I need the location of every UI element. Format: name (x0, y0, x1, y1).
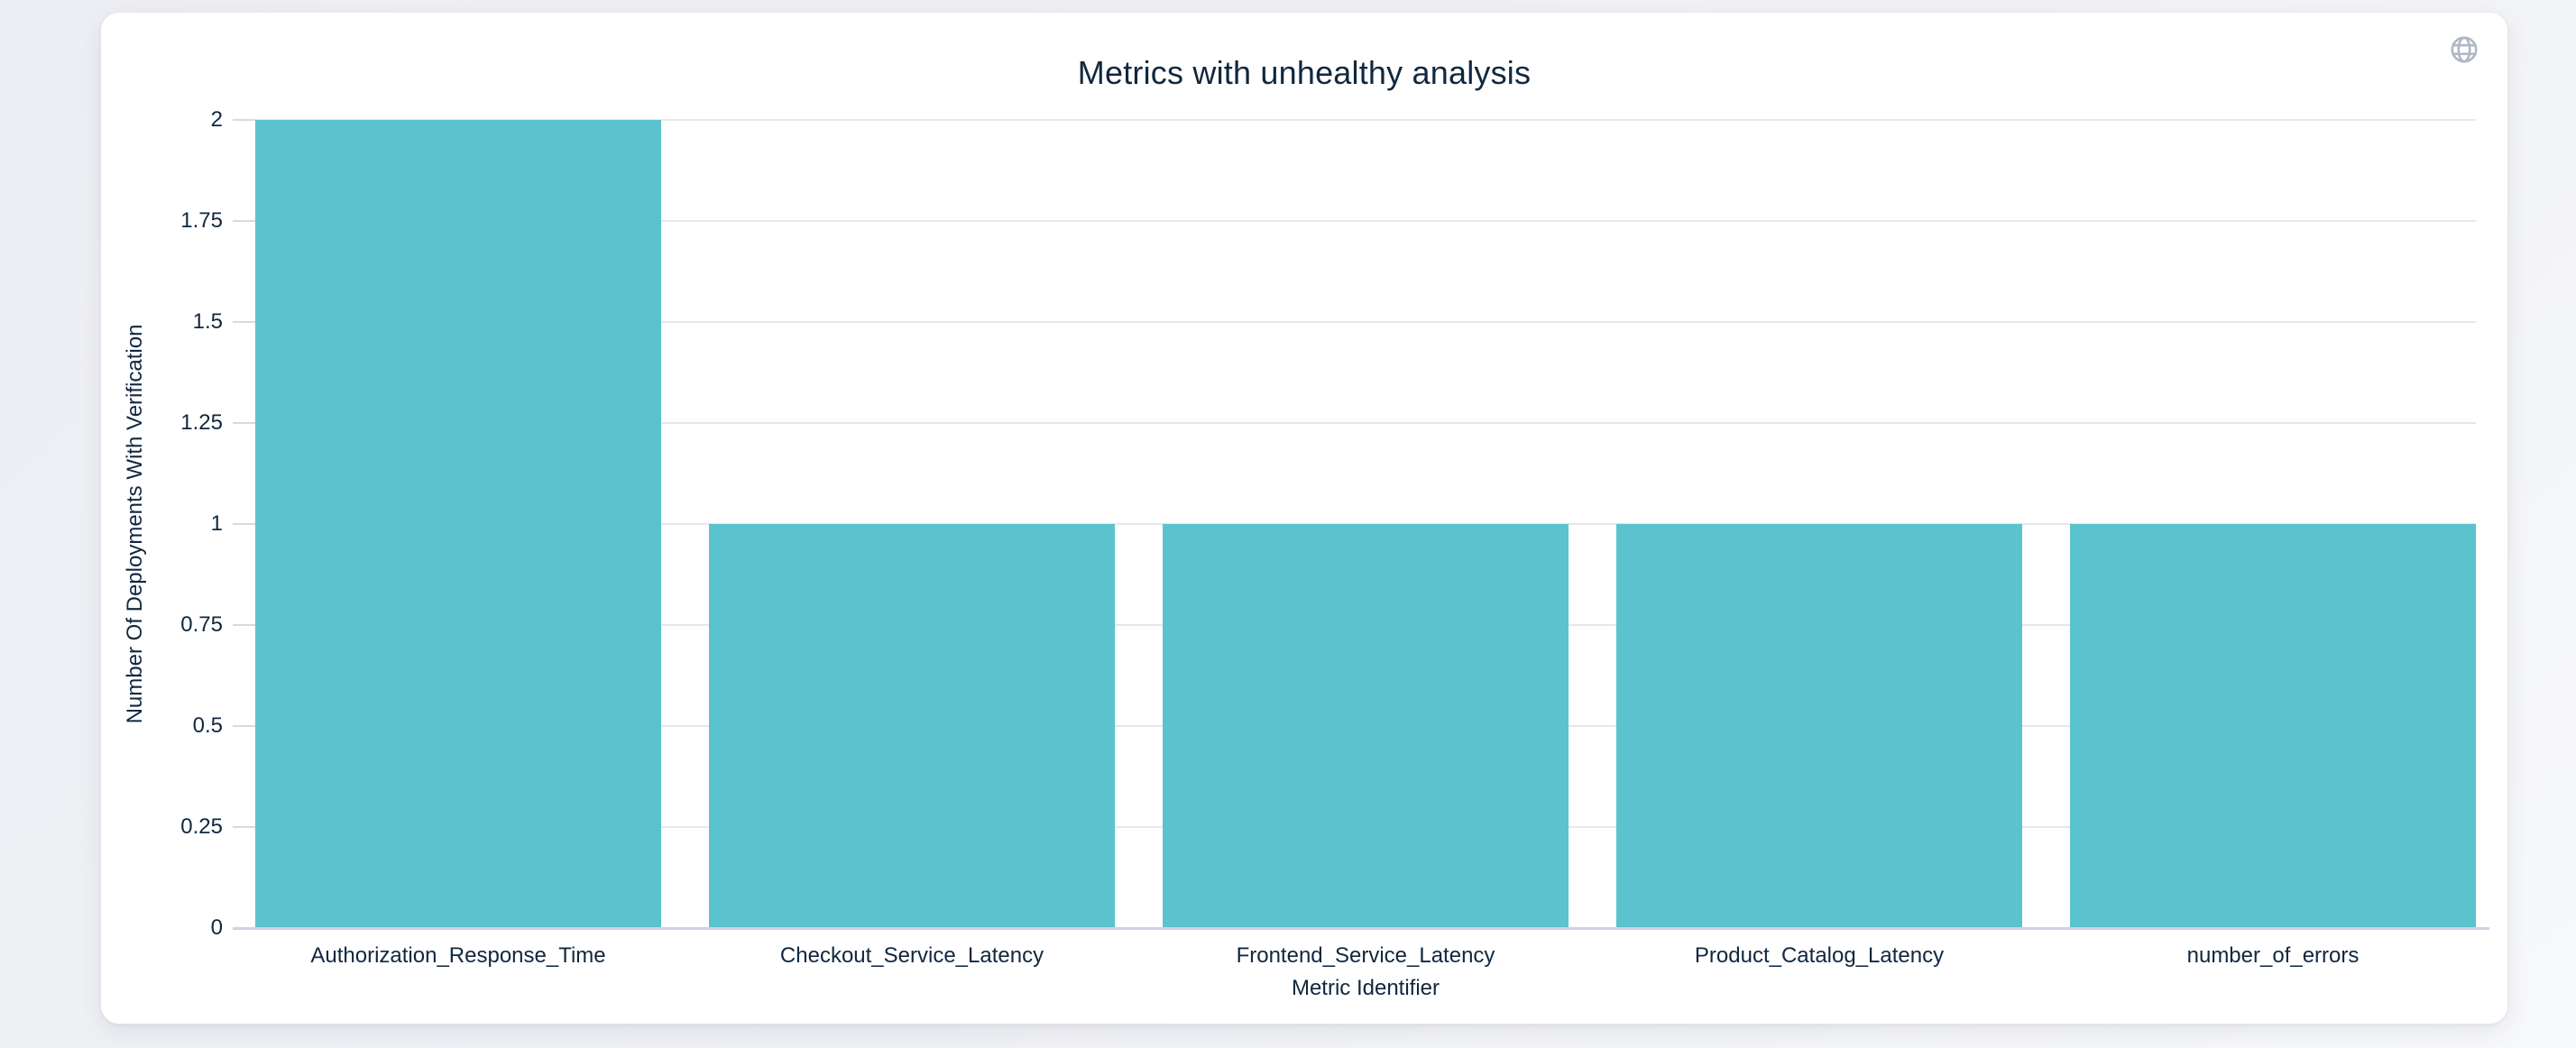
gridline (255, 220, 2476, 222)
y-tick-label: 0.5 (192, 713, 223, 738)
y-tick-label: 1 (210, 511, 223, 536)
y-tick-mark (233, 826, 255, 828)
gridline (255, 119, 2476, 121)
globe-icon[interactable] (2449, 34, 2479, 65)
y-tick-mark (233, 220, 255, 222)
globe-icon-glyph (2451, 36, 2478, 63)
y-tick-label: 1.25 (180, 410, 223, 435)
x-axis-line (233, 927, 2489, 930)
y-tick-label: 1.75 (180, 208, 223, 233)
plot-area (233, 119, 2489, 930)
y-tick-mark (233, 725, 255, 727)
bar-Frontend_Service_Latency[interactable] (1163, 524, 1569, 927)
y-tick-label: 1.5 (192, 309, 223, 334)
gridline (255, 321, 2476, 323)
y-tick-label: 2 (210, 107, 223, 132)
y-tick-mark (233, 624, 255, 626)
y-tick-mark (233, 321, 255, 323)
bar-Product_Catalog_Latency[interactable] (1616, 524, 2022, 927)
y-tick-mark (233, 422, 255, 424)
gridline (255, 422, 2476, 424)
bar-number_of_errors[interactable] (2070, 524, 2476, 927)
y-tick-mark (233, 523, 255, 525)
chart-title: Metrics with unhealthy analysis (1077, 54, 1532, 91)
y-tick-label: 0 (210, 915, 223, 940)
x-tick-label: number_of_errors (2186, 943, 2360, 968)
y-tick-label: 0.25 (180, 814, 223, 839)
bar-Checkout_Service_Latency[interactable] (709, 524, 1115, 927)
x-tick-label: Frontend_Service_Latency (1236, 943, 1495, 968)
chart-card: Metrics with unhealthy analysis Number O… (101, 13, 2507, 1024)
x-axis-title: Metric Identifier (1291, 976, 1440, 1000)
x-tick-label: Product_Catalog_Latency (1694, 943, 1945, 968)
x-tick-label: Authorization_Response_Time (310, 943, 606, 968)
x-tick-label: Checkout_Service_Latency (779, 943, 1044, 968)
y-tick-label: 0.75 (180, 612, 223, 637)
bar-Authorization_Response_Time[interactable] (255, 120, 661, 927)
y-tick-mark (233, 119, 255, 121)
